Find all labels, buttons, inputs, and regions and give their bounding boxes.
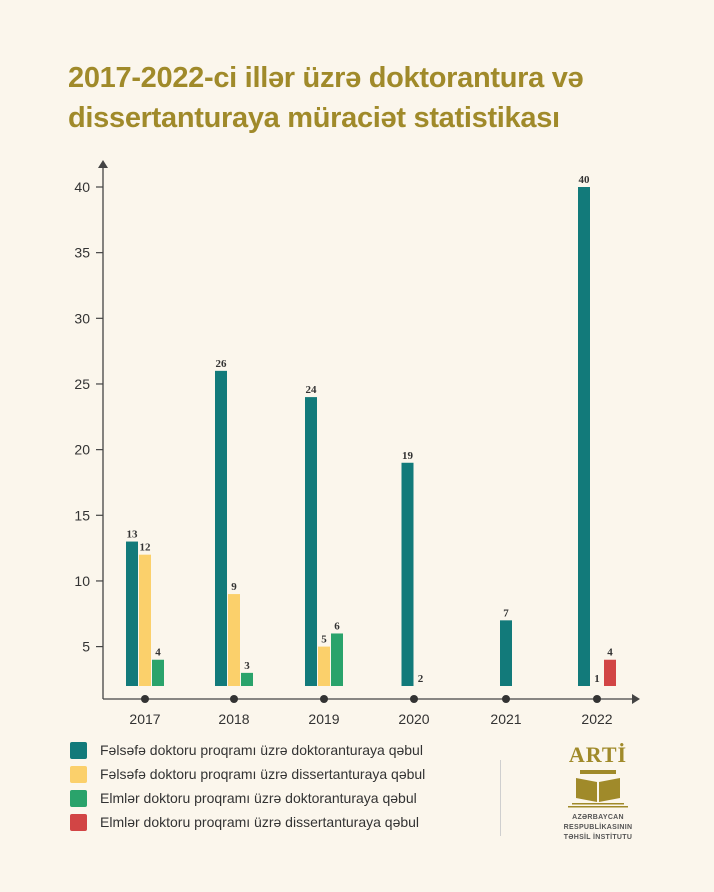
x-tick-dot <box>230 695 238 703</box>
legend-label: Elmlər doktoru proqramı üzrə dissertantu… <box>100 814 420 830</box>
y-tick-label: 15 <box>74 507 90 523</box>
x-tick-label: 2017 <box>129 711 160 727</box>
x-tick-label: 2021 <box>490 711 521 727</box>
y-axis-arrow <box>98 160 108 168</box>
legend-swatch <box>70 789 87 807</box>
legend-swatch <box>70 813 87 831</box>
legend-swatch <box>70 765 87 783</box>
x-tick-dot <box>410 695 418 703</box>
x-tick-dot <box>320 695 328 703</box>
bar <box>228 594 240 686</box>
legend-item: Fəlsəfə doktoru proqramı üzrə doktorantu… <box>70 738 425 762</box>
legend-item: Fəlsəfə doktoru proqramı üzrə dissertant… <box>70 762 425 786</box>
data-label: 1 <box>594 673 600 685</box>
data-label: 7 <box>503 607 509 619</box>
y-tick-label: 40 <box>74 179 90 195</box>
data-label: 4 <box>155 647 161 659</box>
data-label: 5 <box>321 634 327 646</box>
data-label: 2 <box>418 673 424 685</box>
data-label: 24 <box>306 384 318 396</box>
bar <box>318 646 330 686</box>
x-tick-label: 2022 <box>581 711 612 727</box>
legend-label: Fəlsəfə doktoru proqramı üzrə doktorantu… <box>100 742 423 758</box>
legend-swatch <box>70 741 87 759</box>
y-tick-label: 35 <box>74 245 90 261</box>
data-label: 3 <box>244 660 250 672</box>
x-axis-arrow <box>632 694 640 704</box>
x-tick-label: 2019 <box>308 711 339 727</box>
legend-item: Elmlər doktoru proqramı üzrə dissertantu… <box>70 810 425 834</box>
y-tick-label: 25 <box>74 376 90 392</box>
bar <box>152 659 164 686</box>
open-book-icon <box>568 770 628 808</box>
logo-caption-line1: AZƏRBAYCAN RESPUBLİKASININ <box>563 814 633 831</box>
bar <box>126 541 138 686</box>
x-tick-dot <box>593 695 601 703</box>
data-label: 40 <box>579 174 591 186</box>
bar <box>139 554 151 686</box>
y-tick-label: 5 <box>82 639 90 655</box>
data-label: 9 <box>231 581 237 593</box>
logo-caption-line2: TƏHSİL İNSTİTUTU <box>563 834 633 841</box>
legend-label: Fəlsəfə doktoru proqramı üzrə dissertant… <box>100 766 426 782</box>
data-label: 6 <box>334 620 340 632</box>
data-label: 26 <box>216 358 228 370</box>
bar <box>578 187 590 686</box>
bar <box>305 397 317 686</box>
x-tick-label: 2020 <box>398 711 429 727</box>
chart-title: 2017-2022-ci illər üzrə doktorantura və … <box>68 62 584 134</box>
x-tick-label: 2018 <box>218 711 249 727</box>
logo-wordmark: ARTİ <box>568 742 628 767</box>
y-tick-label: 20 <box>74 442 90 458</box>
bar <box>604 659 616 686</box>
legend-item: Elmlər doktoru proqramı üzrə doktorantur… <box>70 786 425 810</box>
y-tick-label: 10 <box>74 573 90 589</box>
data-label: 19 <box>402 450 414 462</box>
bar <box>500 620 512 686</box>
x-tick-dot <box>141 695 149 703</box>
y-tick-label: 30 <box>74 310 90 326</box>
x-tick-dot <box>502 695 510 703</box>
divider <box>500 760 501 836</box>
data-label: 12 <box>140 542 152 554</box>
bar <box>331 633 343 686</box>
legend: Fəlsəfə doktoru proqramı üzrə doktorantu… <box>70 738 425 834</box>
legend-label: Elmlər doktoru proqramı üzrə doktorantur… <box>100 790 417 806</box>
bar <box>215 370 227 686</box>
arti-logo: ARTİ AZƏRBAYCAN RESPUBLİKASININ TƏHSİL İ… <box>538 742 658 843</box>
data-label: 13 <box>127 529 139 541</box>
data-label: 4 <box>607 647 613 659</box>
bar <box>401 462 414 686</box>
bar <box>241 672 253 686</box>
